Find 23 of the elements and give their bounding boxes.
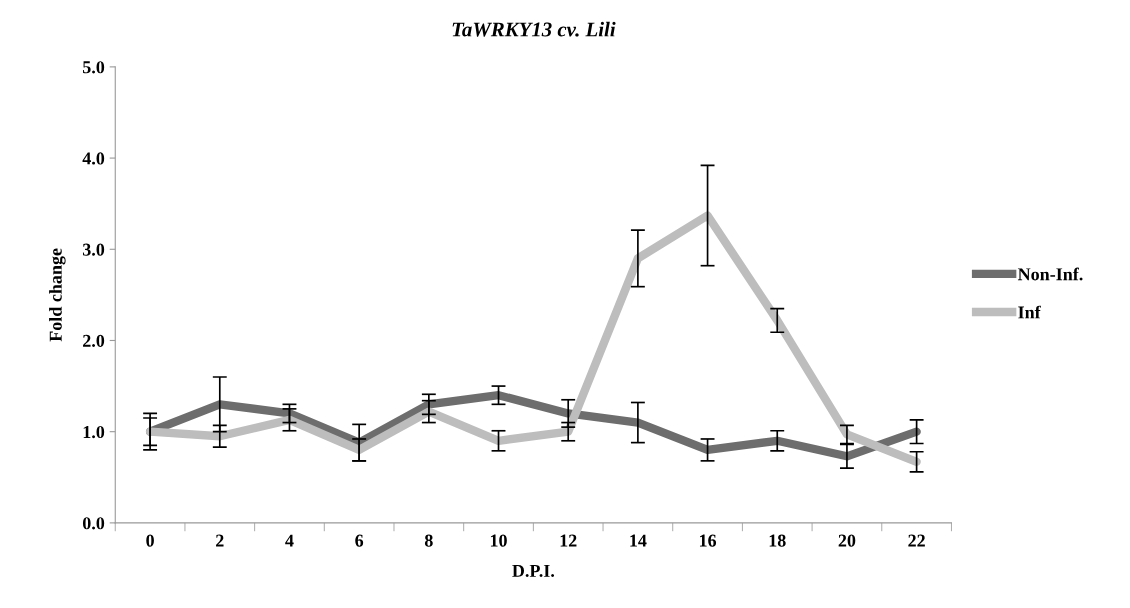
y-tick-label: 1.0 [83,425,105,439]
x-tick-label: 22 [908,534,925,547]
x-tick-label: 4 [285,534,294,547]
x-tick-label: 8 [424,534,433,547]
x-tick-label: 18 [769,534,786,547]
y-tick-label: 3.0 [82,243,105,256]
y-axis-title: Fold change [49,248,66,342]
y-tick-label: 5.0 [83,61,105,74]
x-tick-label: 6 [355,534,364,547]
y-tick-label: 0.0 [82,517,105,530]
legend-label: Inf [1018,305,1041,319]
y-tick-label: 2.0 [83,334,105,347]
x-tick-label: 2 [216,534,224,547]
legend-label: Non-Inf. [1017,267,1083,281]
x-tick-label: 10 [490,534,507,547]
y-tick-label: 4.0 [82,152,105,165]
chart-title: TaWRKY13 cv. Lili [452,21,616,37]
x-tick-label: 20 [838,534,856,547]
x-tick-label: 16 [699,534,717,547]
x-tick-label: 14 [630,534,647,547]
x-tick-label: 0 [146,534,154,547]
x-tick-label: 12 [560,534,577,547]
x-axis-title: D.P.I. [512,564,555,578]
